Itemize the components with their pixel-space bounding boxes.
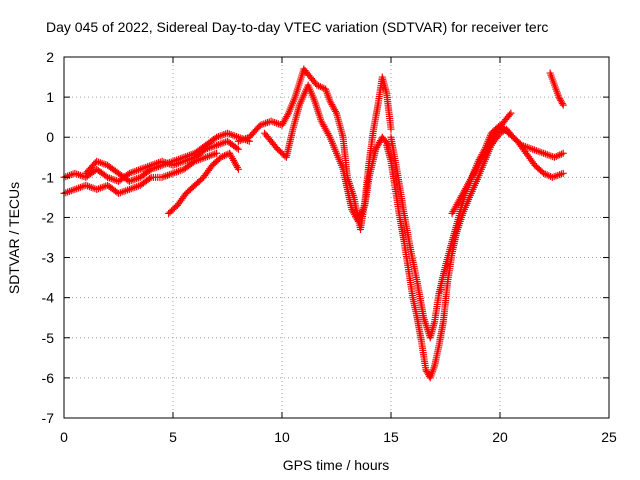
series-track-c — [82, 129, 253, 185]
y-tick-label: -1 — [42, 169, 55, 185]
x-axis-label: GPS time / hours — [283, 457, 390, 473]
chart-title: Day 045 of 2022, Sidereal Day-to-day VTE… — [46, 19, 548, 35]
data-point — [332, 107, 340, 115]
series-track-i — [448, 109, 515, 217]
data-point — [233, 144, 241, 152]
y-tick-label: 0 — [46, 129, 54, 145]
data-point — [387, 125, 395, 133]
data-point — [213, 149, 221, 157]
grid — [64, 57, 609, 418]
data-point — [284, 111, 292, 119]
data-point — [558, 100, 566, 108]
series-track-h — [387, 121, 567, 342]
y-tick-label: -3 — [42, 250, 55, 266]
data-point — [234, 145, 242, 153]
y-tick-label: 2 — [46, 49, 54, 65]
data-marks — [60, 65, 567, 382]
data-point — [437, 286, 445, 294]
data-point — [146, 174, 154, 182]
series-track-d — [165, 149, 242, 217]
data-point — [559, 101, 567, 109]
data-point — [559, 169, 567, 177]
y-axis-label: SDTVAR / TECUs — [6, 182, 22, 294]
series-track-g — [383, 125, 567, 382]
data-point — [559, 149, 567, 157]
x-tick-label: 20 — [492, 429, 508, 445]
x-tick-label: 5 — [169, 429, 177, 445]
y-tick-label: -4 — [42, 290, 55, 306]
x-tick-label: 25 — [601, 429, 617, 445]
series-track-b — [60, 149, 221, 197]
data-point — [506, 111, 514, 119]
data-point — [234, 165, 242, 173]
data-point — [507, 109, 515, 117]
y-tick-label: -7 — [42, 410, 55, 426]
x-tick-label: 15 — [383, 429, 399, 445]
y-tick-label: -2 — [42, 209, 55, 225]
x-tick-label: 0 — [60, 429, 68, 445]
y-tick-label: 1 — [46, 89, 54, 105]
y-tick-label: -5 — [42, 330, 55, 346]
plot-frame — [63, 56, 610, 419]
series-track-j — [546, 69, 567, 109]
y-tick-label: -6 — [42, 370, 55, 386]
axes: 0 5 10 15 20 25 -7 -6 -5 -4 -3 -2 -1 0 1 2 — [42, 49, 617, 445]
x-tick-label: 10 — [274, 429, 290, 445]
series-track-k — [437, 286, 445, 294]
series-track-f — [261, 81, 393, 225]
